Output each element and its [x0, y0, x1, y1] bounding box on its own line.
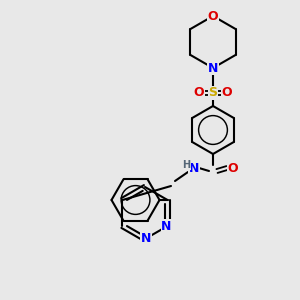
Text: N: N: [208, 61, 218, 74]
Text: O: O: [228, 161, 238, 175]
Text: N: N: [161, 220, 172, 232]
Text: O: O: [222, 86, 232, 100]
Text: S: S: [208, 86, 217, 100]
Text: O: O: [194, 86, 204, 100]
Text: H: H: [182, 160, 190, 170]
Text: N: N: [189, 161, 199, 175]
Text: N: N: [141, 232, 151, 245]
Text: O: O: [208, 10, 218, 22]
